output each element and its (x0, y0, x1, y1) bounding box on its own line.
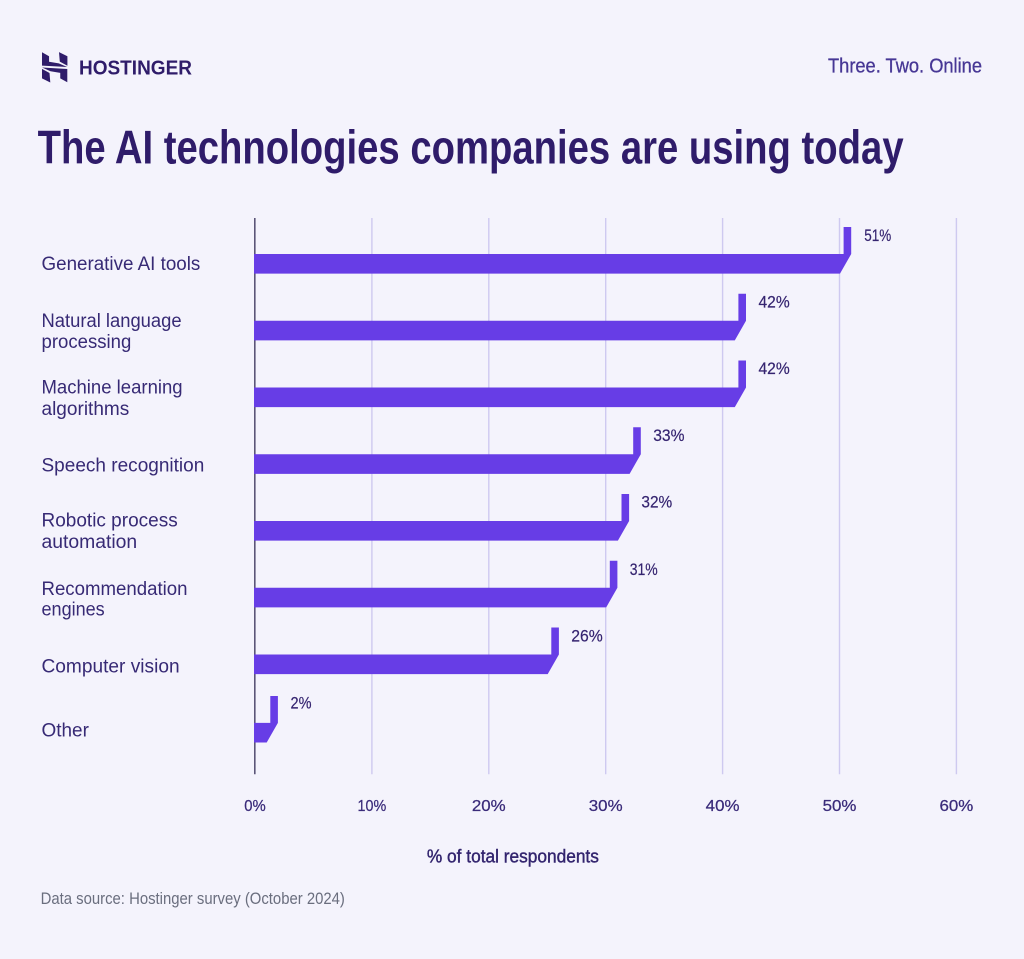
svg-text:60%: 60% (940, 798, 974, 815)
svg-text:50%: 50% (823, 798, 857, 815)
svg-text:42%: 42% (759, 292, 790, 311)
svg-text:Three. Two. Online: Three. Two. Online (828, 56, 982, 78)
svg-text:% of total respondents: % of total respondents (427, 846, 599, 866)
svg-text:engines: engines (42, 600, 105, 621)
svg-text:31%: 31% (630, 560, 658, 579)
svg-text:Machine learning: Machine learning (42, 378, 183, 399)
svg-text:30%: 30% (589, 798, 623, 815)
svg-text:Other: Other (42, 720, 90, 741)
svg-text:HOSTINGER: HOSTINGER (79, 58, 193, 80)
svg-text:0%: 0% (244, 798, 266, 815)
svg-text:processing: processing (42, 332, 132, 353)
svg-text:Data source: Hostinger survey: Data source: Hostinger survey (October 2… (41, 889, 345, 908)
svg-text:automation: automation (42, 532, 138, 553)
svg-text:Robotic process: Robotic process (42, 511, 178, 532)
svg-text:Computer vision: Computer vision (42, 657, 180, 678)
svg-text:42%: 42% (759, 359, 790, 378)
svg-text:2%: 2% (291, 694, 312, 713)
svg-text:Natural language: Natural language (42, 311, 182, 332)
svg-text:10%: 10% (358, 798, 387, 815)
svg-text:32%: 32% (641, 493, 672, 512)
svg-text:Generative AI tools: Generative AI tools (42, 254, 201, 275)
svg-text:Recommendation: Recommendation (42, 579, 188, 600)
svg-text:51%: 51% (864, 226, 891, 245)
svg-text:40%: 40% (706, 798, 740, 815)
svg-text:33%: 33% (653, 426, 684, 445)
svg-text:The AI technologies companies: The AI technologies companies are using … (38, 121, 904, 174)
svg-text:Speech recognition: Speech recognition (42, 456, 205, 477)
svg-text:20%: 20% (472, 798, 506, 815)
svg-text:26%: 26% (571, 627, 603, 646)
svg-text:algorithms: algorithms (42, 399, 130, 420)
